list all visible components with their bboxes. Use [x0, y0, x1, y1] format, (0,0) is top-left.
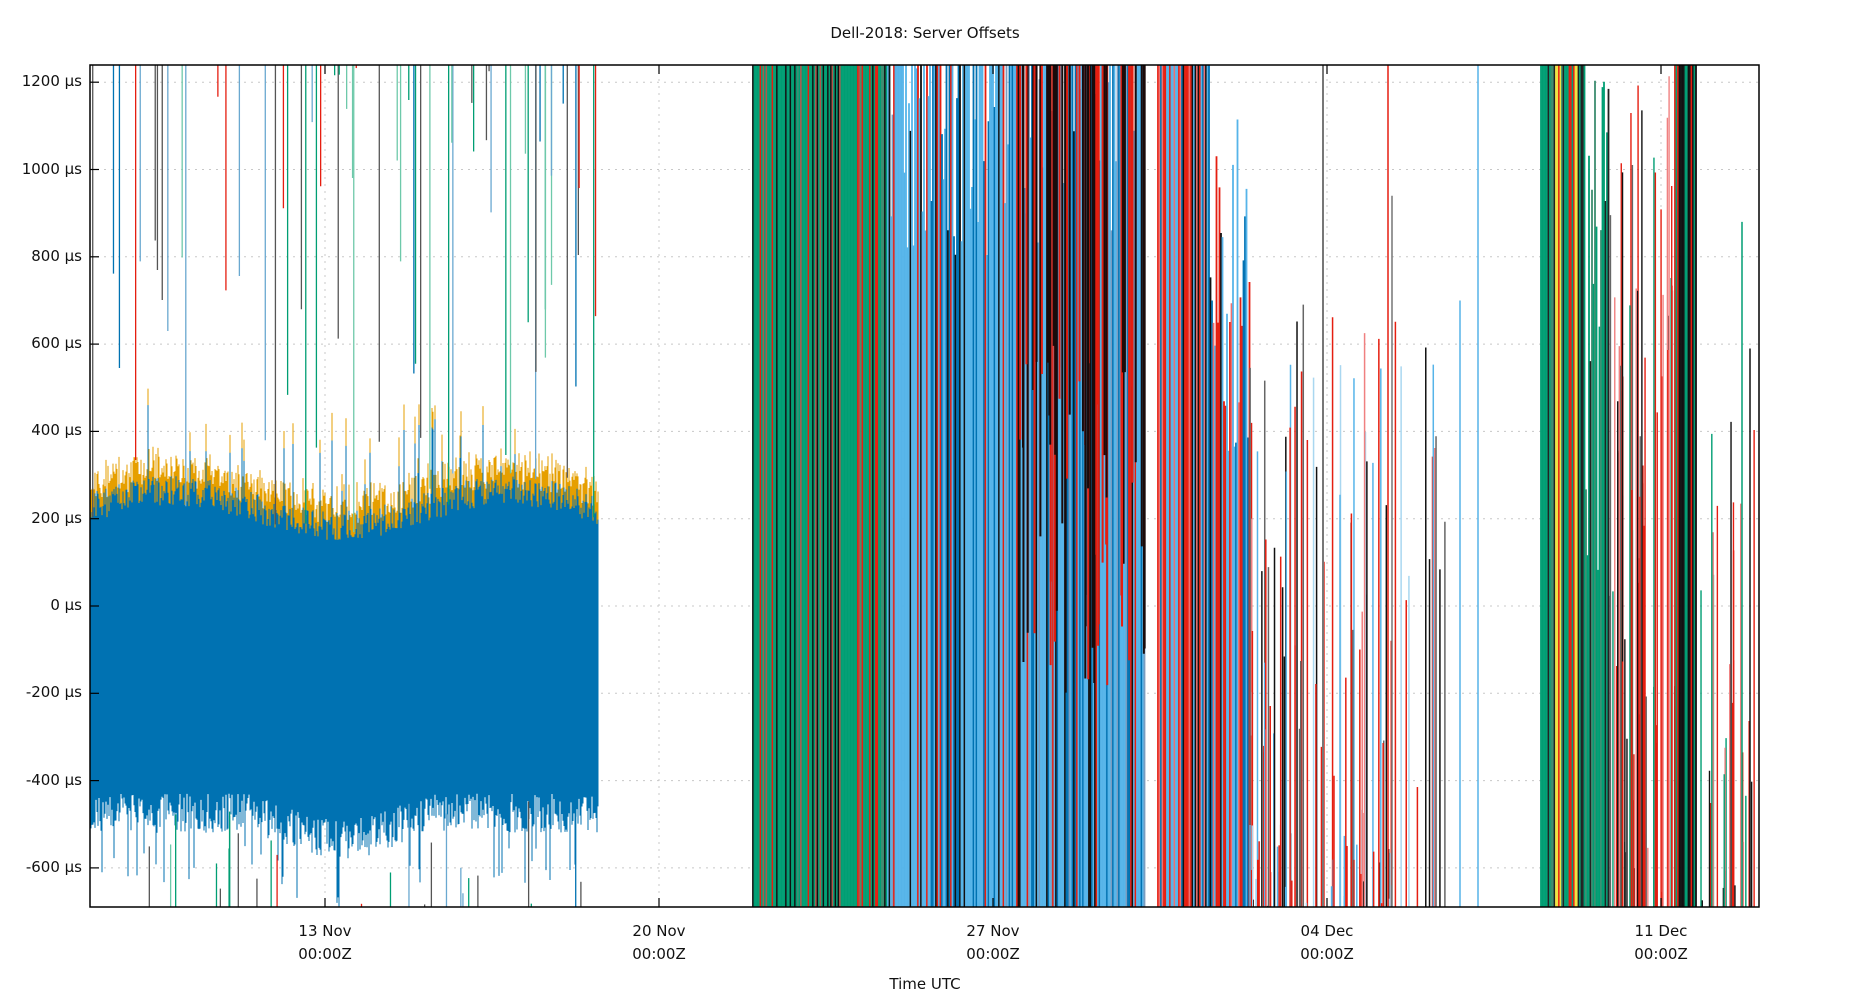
plot-border — [89, 64, 1760, 908]
data-series — [90, 65, 1755, 907]
x-tick-label: 13 Nov 00:00Z — [265, 920, 385, 966]
x-tick-date: 11 Dec — [1634, 922, 1688, 940]
x-tick-date: 27 Nov — [966, 922, 1020, 940]
x-tick-time: 00:00Z — [966, 945, 1020, 963]
x-tick-label: 04 Dec 00:00Z — [1267, 920, 1387, 966]
y-tick-label: 400 µs — [31, 421, 82, 440]
x-tick-date: 04 Dec — [1300, 922, 1354, 940]
x-axis-title: Time UTC — [889, 975, 961, 993]
x-tick-time: 00:00Z — [298, 945, 352, 963]
y-tick-label: 1200 µs — [21, 72, 82, 91]
x-tick-label: 20 Nov 00:00Z — [599, 920, 719, 966]
y-tick-label: 600 µs — [31, 334, 82, 353]
x-tick-date: 20 Nov — [632, 922, 686, 940]
y-tick-label: 800 µs — [31, 246, 82, 265]
y-tick-label: -600 µs — [25, 857, 82, 876]
x-tick-time: 00:00Z — [632, 945, 686, 963]
x-tick-time: 00:00Z — [1634, 945, 1688, 963]
y-tick-label: -200 µs — [25, 683, 82, 702]
x-tick-label: 11 Dec 00:00Z — [1601, 920, 1721, 966]
chart-title: Dell-2018: Server Offsets — [830, 24, 1020, 42]
y-tick-label: 200 µs — [31, 508, 82, 527]
y-tick-label: 1000 µs — [21, 159, 82, 178]
y-tick-label: -400 µs — [25, 770, 82, 789]
x-tick-label: 27 Nov 00:00Z — [933, 920, 1053, 966]
x-tick-date: 13 Nov — [298, 922, 352, 940]
x-tick-time: 00:00Z — [1300, 945, 1354, 963]
y-tick-label: 0 µs — [50, 596, 82, 614]
